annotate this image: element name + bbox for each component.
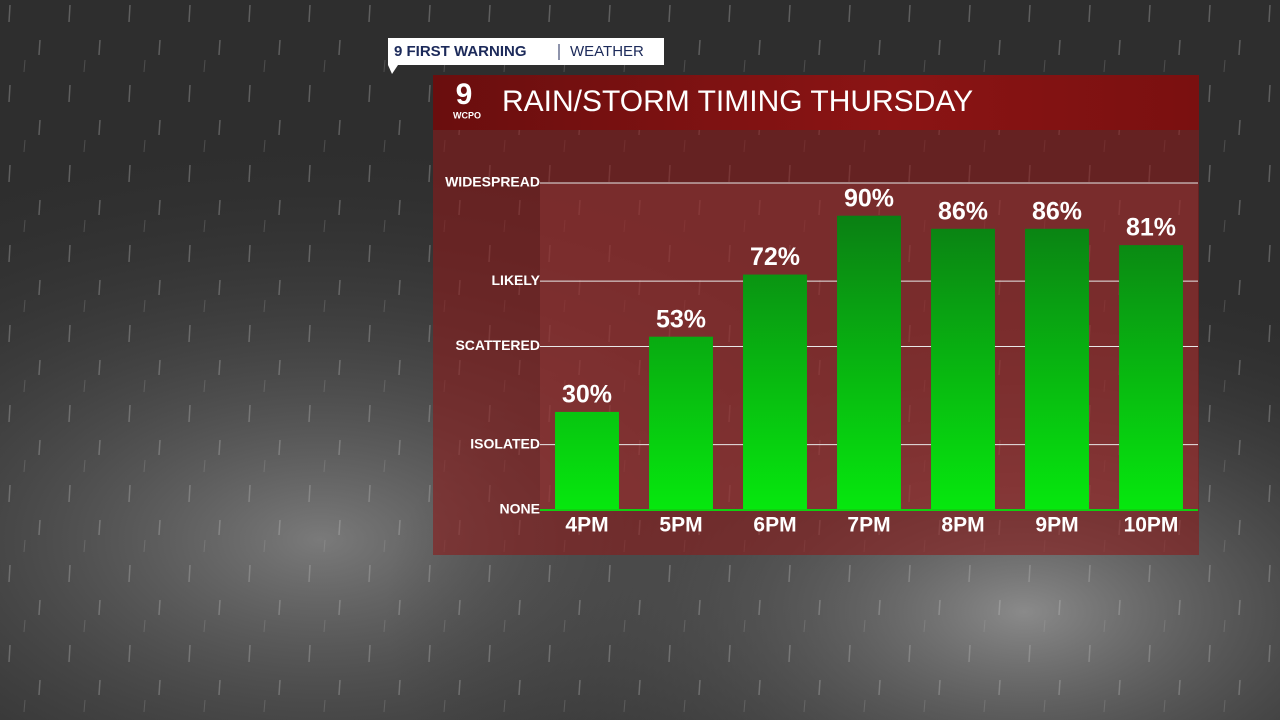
x-tick-label: 6PM xyxy=(753,514,796,537)
title-bar xyxy=(433,75,1199,130)
x-tick-label: 7PM xyxy=(847,514,890,537)
y-tick-label: ISOLATED xyxy=(470,435,540,451)
chart-title: RAIN/STORM TIMING THURSDAY xyxy=(502,85,973,118)
value-label: 30% xyxy=(562,381,612,409)
x-tick-label: 9PM xyxy=(1035,514,1078,537)
value-label: 86% xyxy=(1032,197,1082,225)
value-label: 90% xyxy=(844,184,894,212)
bar xyxy=(743,274,807,510)
bar xyxy=(931,228,995,510)
value-label: 86% xyxy=(938,197,988,225)
logo: 9 xyxy=(456,78,473,111)
section: WEATHER xyxy=(570,43,644,60)
value-label: 72% xyxy=(750,243,800,271)
logo-sub: WCPO xyxy=(453,110,481,120)
x-tick-label: 4PM xyxy=(565,514,608,537)
value-label: 53% xyxy=(656,305,706,333)
y-tick-label: NONE xyxy=(500,501,540,517)
brand-tag xyxy=(388,38,664,65)
x-tick-label: 10PM xyxy=(1124,514,1179,537)
y-tick-label: WIDESPREAD xyxy=(445,174,540,190)
tag-tail xyxy=(388,65,398,74)
bar xyxy=(1025,228,1089,510)
x-tick-label: 8PM xyxy=(941,514,984,537)
bar xyxy=(649,336,713,510)
bar xyxy=(555,411,619,510)
bar xyxy=(1119,245,1183,510)
bar xyxy=(837,215,901,510)
y-tick-label: SCATTERED xyxy=(455,337,540,353)
value-label: 81% xyxy=(1126,214,1176,242)
y-tick-label: LIKELY xyxy=(492,272,541,288)
x-tick-label: 5PM xyxy=(659,514,702,537)
brand: 9 FIRST WARNING xyxy=(394,43,527,60)
